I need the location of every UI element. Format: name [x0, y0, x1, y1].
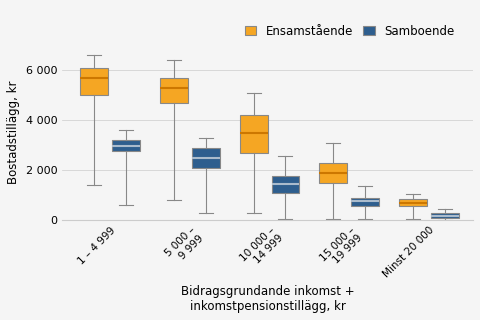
PathPatch shape — [399, 199, 427, 206]
PathPatch shape — [112, 140, 140, 151]
PathPatch shape — [319, 163, 348, 183]
PathPatch shape — [80, 68, 108, 95]
PathPatch shape — [240, 115, 267, 153]
X-axis label: Bidragsgrundande inkomst +
inkomstpensionstillägg, kr: Bidragsgrundande inkomst + inkomstpensio… — [180, 285, 354, 313]
PathPatch shape — [272, 176, 300, 193]
Y-axis label: Bostadstillägg, kr: Bostadstillägg, kr — [7, 81, 20, 184]
PathPatch shape — [431, 213, 459, 218]
PathPatch shape — [192, 148, 220, 168]
Legend: Ensamstående, Samboende: Ensamstående, Samboende — [240, 20, 459, 42]
PathPatch shape — [351, 197, 379, 206]
PathPatch shape — [160, 78, 188, 103]
